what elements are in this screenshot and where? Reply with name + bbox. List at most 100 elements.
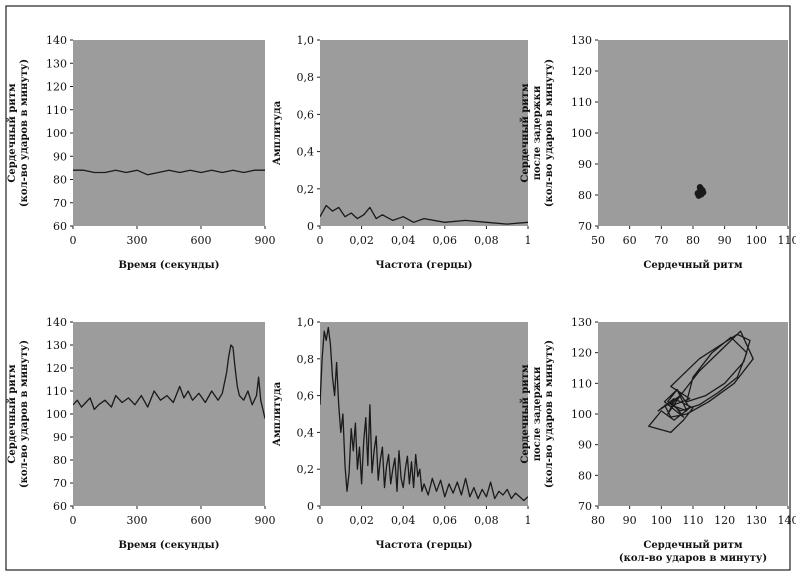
x-axis-label: Частота (герцы) [375, 540, 472, 551]
x-axis-label: Сердечный ритм [643, 540, 743, 551]
data-layer [73, 344, 265, 419]
y-axis-label: (кол-во ударов в минуту) [544, 340, 555, 488]
x-tick-label: 0 [70, 234, 77, 247]
plot-area [598, 40, 788, 226]
x-tick-label: 1 [525, 234, 532, 247]
y-tick-label: 80 [53, 174, 67, 187]
y-tick-label: 0,6 [297, 390, 315, 403]
x-tick-label: 80 [686, 234, 700, 247]
y-tick-label: 70 [53, 197, 67, 210]
y-tick-label: 0 [307, 220, 314, 233]
chart-panel-4: 0 300 600 900 60 70 80 90 100 110 120 130 140 Время (… [7, 316, 276, 551]
chart-panel-6: 80 90 100 110 120 130 140708090100110120130Сер… [520, 316, 796, 564]
y-axis-label: после задержки [532, 366, 543, 461]
x-tick-label: 900 [255, 514, 276, 527]
x-tick-label: 600 [191, 514, 212, 527]
x-tick-label: 100 [746, 234, 767, 247]
plot-area [73, 322, 265, 506]
y-tick-label: 120 [571, 347, 592, 360]
y-axis-label: (кол-во ударов в минуту) [19, 59, 30, 207]
plot-area [598, 322, 788, 506]
x-tick-label: 0 [70, 514, 77, 527]
chart-panel-5: 0 0,02 0,04 0,06 0,08 1 0 0,2 0,4 0,6 0,8 1,0 Частот… [272, 316, 532, 551]
y-tick-label: 130 [46, 339, 67, 352]
x-tick-label: 0,06 [433, 234, 458, 247]
x-axis-label: Время (секунды) [119, 260, 220, 271]
y-tick-label: 110 [46, 104, 67, 117]
y-axis-label: после задержки [532, 85, 543, 180]
y-tick-label: 120 [46, 362, 67, 375]
y-tick-label: 0,8 [297, 353, 315, 366]
x-tick-label: 0 [317, 234, 324, 247]
x-tick-label: 0,02 [349, 234, 374, 247]
plot-area [73, 40, 265, 226]
y-axis-label: Сердечный ритм [520, 83, 531, 183]
data-point [699, 189, 707, 196]
x-tick-label: 80 [591, 514, 605, 527]
x-tick-label: 140 [778, 514, 796, 527]
y-tick-label: 0,6 [297, 108, 315, 121]
data-layer [73, 169, 265, 176]
y-tick-label: 130 [571, 316, 592, 329]
y-axis-label: Амплитуда [272, 381, 283, 446]
y-tick-label: 110 [571, 377, 592, 390]
y-tick-label: 0,4 [297, 426, 315, 439]
y-tick-label: 90 [578, 158, 592, 171]
x-tick-label: 100 [651, 514, 672, 527]
x-tick-label: 120 [714, 514, 735, 527]
y-tick-label: 110 [46, 385, 67, 398]
x-axis-label: Время (секунды) [119, 540, 220, 551]
y-tick-label: 90 [578, 439, 592, 452]
y-tick-label: 60 [53, 220, 67, 233]
x-tick-label: 0 [317, 514, 324, 527]
x-tick-label: 60 [623, 234, 637, 247]
y-tick-label: 70 [53, 477, 67, 490]
y-tick-label: 0 [307, 500, 314, 513]
x-tick-label: 0,08 [474, 234, 499, 247]
chart-panel-3: 50 60 70 80 90 100 110 70 80 90 100 110 120 130 Сердеч… [520, 34, 796, 271]
y-tick-label: 0,2 [297, 183, 315, 196]
data-layer [320, 204, 528, 225]
x-tick-label: 90 [718, 234, 732, 247]
data-layer [694, 184, 707, 199]
y-axis-label: Сердечный ритм [520, 364, 531, 464]
chart-panel-2: 0 0,02 0,04 0,06 0,08 1 0 0,2 0,4 0,6 0,8 1,0 Частот… [272, 34, 532, 271]
x-tick-label: 110 [778, 234, 796, 247]
x-tick-label: 110 [683, 514, 704, 527]
y-tick-label: 60 [53, 500, 67, 513]
plot-area [320, 40, 528, 226]
x-tick-label: 70 [654, 234, 668, 247]
y-tick-label: 140 [46, 316, 67, 329]
x-axis-label: Сердечный ритм [643, 260, 743, 271]
y-tick-label: 110 [571, 96, 592, 109]
y-tick-label: 0,4 [297, 146, 315, 159]
x-tick-label: 90 [623, 514, 637, 527]
y-tick-label: 70 [578, 220, 592, 233]
chart-panel-1: 0 300 600 900 60 70 80 90 100 110 120 130 140 Время (… [7, 34, 276, 271]
series-line [648, 330, 754, 434]
x-tick-label: 1 [525, 514, 532, 527]
y-axis-label: (кол-во ударов в минуту) [544, 59, 555, 207]
y-tick-label: 1,0 [297, 316, 315, 329]
y-tick-label: 120 [46, 81, 67, 94]
series-line [73, 169, 265, 176]
y-axis-label: Сердечный ритм [7, 83, 18, 183]
y-tick-label: 130 [571, 34, 592, 47]
data-point [696, 184, 704, 191]
data-layer [648, 330, 754, 434]
x-axis-label: Частота (герцы) [375, 260, 472, 271]
y-tick-label: 0,2 [297, 463, 315, 476]
x-tick-label: 50 [591, 234, 605, 247]
y-tick-label: 90 [53, 150, 67, 163]
x-tick-label: 600 [191, 234, 212, 247]
y-tick-label: 80 [578, 469, 592, 482]
x-tick-label: 300 [127, 234, 148, 247]
y-tick-label: 100 [571, 408, 592, 421]
y-tick-label: 100 [571, 127, 592, 140]
y-axis-label: Сердечный ритм [7, 364, 18, 464]
series-line [73, 344, 265, 419]
x-tick-label: 900 [255, 234, 276, 247]
y-tick-label: 90 [53, 431, 67, 444]
y-tick-label: 1,0 [297, 34, 315, 47]
